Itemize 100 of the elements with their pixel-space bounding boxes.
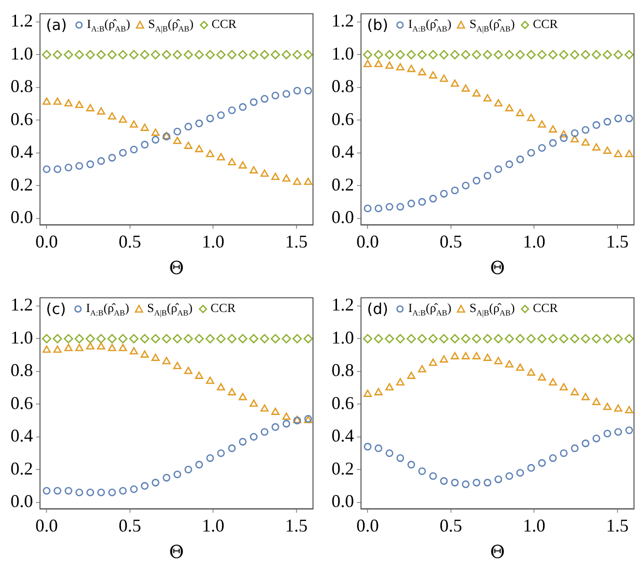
y-tick-label: 1.0 xyxy=(10,43,33,64)
point xyxy=(505,104,514,112)
point xyxy=(42,486,51,495)
legend-label: I$_{A:B}$(ρ̂$_{AB}$) xyxy=(408,16,452,34)
point xyxy=(592,143,600,151)
y-tick-label: 0.6 xyxy=(10,108,33,129)
point xyxy=(86,104,94,112)
point xyxy=(74,50,84,60)
y-tick-label: 0.8 xyxy=(332,360,354,380)
point xyxy=(527,368,536,376)
point xyxy=(538,459,546,467)
y-tick-label: 0.4 xyxy=(10,426,33,446)
point xyxy=(272,92,280,100)
point xyxy=(184,334,193,344)
point xyxy=(162,356,171,364)
point xyxy=(260,334,270,344)
point xyxy=(270,50,280,60)
point xyxy=(54,486,62,495)
point xyxy=(249,334,258,344)
point xyxy=(118,115,128,123)
x-tick-label: 1.0 xyxy=(522,231,546,252)
point xyxy=(482,50,492,60)
point xyxy=(472,334,482,344)
point xyxy=(374,444,382,452)
point xyxy=(582,126,590,134)
point xyxy=(374,60,383,68)
point xyxy=(603,146,612,154)
point xyxy=(505,360,514,368)
point xyxy=(527,464,535,472)
point xyxy=(173,362,182,370)
point xyxy=(559,334,568,344)
point xyxy=(172,50,182,60)
x-axis-title: Θ xyxy=(490,542,505,563)
point xyxy=(86,160,94,168)
x-tick-label: 1.0 xyxy=(202,231,224,252)
point xyxy=(108,344,116,352)
point xyxy=(527,148,535,157)
point xyxy=(364,204,372,212)
y-tick-label: 0.6 xyxy=(332,392,354,413)
point xyxy=(428,334,438,344)
point xyxy=(527,114,536,122)
point xyxy=(228,158,236,166)
point xyxy=(227,50,237,60)
point xyxy=(516,156,524,164)
point xyxy=(386,449,394,458)
point xyxy=(75,100,84,108)
point xyxy=(53,97,62,105)
point xyxy=(108,112,116,120)
point xyxy=(96,107,106,115)
point xyxy=(162,334,172,344)
y-tick-label: 1.2 xyxy=(10,10,33,31)
point xyxy=(592,334,602,344)
point xyxy=(96,334,106,344)
point xyxy=(472,50,482,60)
x-tick-label: 1.5 xyxy=(606,231,629,252)
point xyxy=(96,342,106,350)
point xyxy=(364,442,372,450)
point xyxy=(238,50,248,60)
point xyxy=(549,139,557,147)
point xyxy=(363,334,372,344)
point xyxy=(472,176,480,184)
point xyxy=(152,136,160,144)
point xyxy=(548,50,558,60)
point xyxy=(108,488,116,496)
point xyxy=(429,472,437,480)
legend-label: CCR xyxy=(532,301,558,316)
point xyxy=(472,89,481,97)
legend-label: S$_{A|B}$(ρ̂$_{AB}$) xyxy=(148,16,194,34)
point xyxy=(429,194,437,202)
point xyxy=(406,50,416,60)
point xyxy=(472,478,480,486)
point xyxy=(216,334,226,344)
x-tick-label: 1.0 xyxy=(202,515,224,536)
point xyxy=(548,378,558,386)
point xyxy=(407,200,416,208)
y-tick-label: 0.0 xyxy=(10,490,33,511)
point xyxy=(238,103,247,111)
point xyxy=(516,468,524,477)
point xyxy=(396,63,404,70)
point xyxy=(64,334,74,344)
point xyxy=(418,365,426,372)
point xyxy=(407,64,416,72)
point xyxy=(304,178,312,185)
point xyxy=(260,404,269,412)
point xyxy=(42,97,51,105)
point xyxy=(282,90,290,98)
point xyxy=(494,50,503,60)
point xyxy=(614,428,622,436)
y-tick-label: 0.2 xyxy=(332,458,354,478)
point xyxy=(417,334,427,344)
point xyxy=(570,444,579,452)
point xyxy=(385,61,394,69)
y-tick-label: 1.0 xyxy=(332,43,354,64)
point xyxy=(260,169,269,177)
point xyxy=(406,334,416,344)
point xyxy=(293,178,302,185)
legend-label: S$_{A|B}$(ρ̂$_{AB}$) xyxy=(147,300,193,318)
legend-label: S$_{A|B}$(ρ̂$_{AB}$) xyxy=(469,300,515,318)
point xyxy=(195,372,204,379)
point xyxy=(227,334,237,344)
